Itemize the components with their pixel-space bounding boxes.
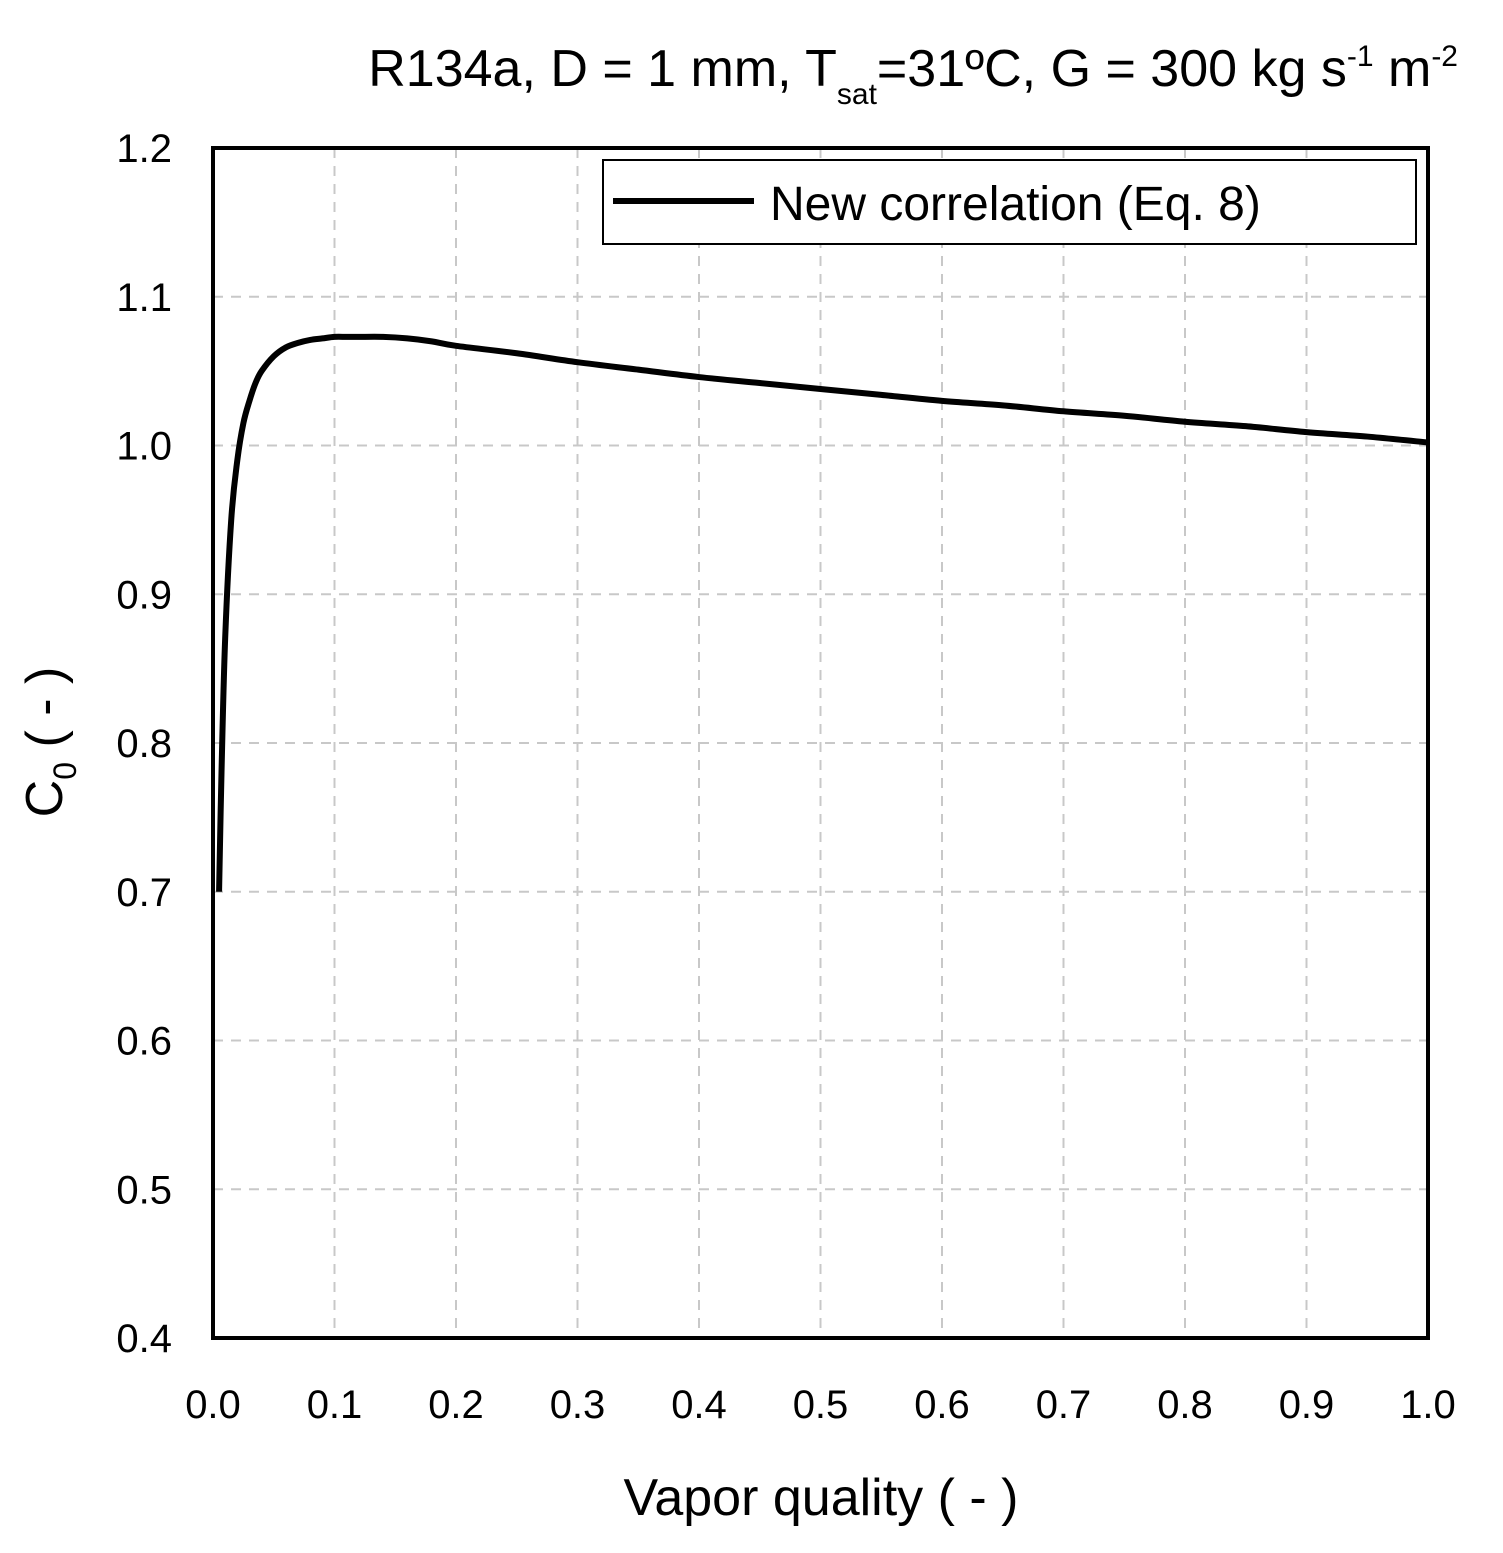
x-axis-label: Vapor quality ( - ) <box>624 1469 1019 1527</box>
y-tick-labels: 0.4 0.5 0.6 0.7 0.8 0.9 1.0 1.1 1.2 <box>116 127 172 1361</box>
x-tick-label: 0.4 <box>671 1383 727 1427</box>
y-tick-label: 0.6 <box>116 1020 172 1064</box>
y-tick-label: 1.0 <box>116 425 172 469</box>
y-tick-label: 0.4 <box>116 1317 172 1361</box>
y-tick-label: 0.7 <box>116 871 172 915</box>
x-tick-label: 0.7 <box>1036 1383 1092 1427</box>
x-tick-labels: 0.0 0.1 0.2 0.3 0.4 0.5 0.6 0.7 0.8 0.9 1.0 <box>185 1383 1456 1427</box>
x-tick-label: 0.9 <box>1279 1383 1335 1427</box>
x-tick-label: 0.3 <box>550 1383 606 1427</box>
chart-title-sup1: -1 <box>1347 40 1374 73</box>
plot-frame <box>211 146 1430 1340</box>
y-axis-label-main: C <box>16 780 74 818</box>
y-tick-label: 1.1 <box>116 276 172 320</box>
chart-title-sup2: -2 <box>1431 40 1458 73</box>
chart-title-part2: =31ºC, G = 300 kg s <box>877 40 1347 98</box>
legend-label: New correlation (Eq. 8) <box>770 178 1261 231</box>
legend: New correlation (Eq. 8) <box>602 159 1417 245</box>
series-layer <box>216 333 1429 892</box>
y-axis-label: C0 ( - ) <box>16 667 83 818</box>
x-tick-label: 0.0 <box>185 1383 241 1427</box>
series-line <box>216 333 1429 892</box>
y-tick-label: 0.9 <box>116 573 172 617</box>
x-tick-label: 0.1 <box>307 1383 363 1427</box>
x-tick-label: 0.5 <box>793 1383 849 1427</box>
chart-title-sub1: sat <box>837 78 878 111</box>
y-axis-label-sub: 0 <box>47 762 83 780</box>
x-tick-label: 0.6 <box>914 1383 970 1427</box>
x-tick-label: 0.2 <box>428 1383 484 1427</box>
x-tick-label: 1.0 <box>1400 1383 1456 1427</box>
chart-title: R134a, D = 1 mm, Tsat=31ºC, G = 300 kg s… <box>368 40 1458 111</box>
x-tick-label: 0.8 <box>1157 1383 1213 1427</box>
y-tick-label: 1.2 <box>116 127 172 171</box>
grid-layer <box>213 148 1428 1338</box>
y-tick-label: 0.8 <box>116 722 172 766</box>
y-axis-label-rest: ( - ) <box>16 667 74 762</box>
y-tick-label: 0.5 <box>116 1168 172 1212</box>
chart-title-part1: R134a, D = 1 mm, T <box>368 40 837 98</box>
chart-title-part3: m <box>1374 40 1432 98</box>
